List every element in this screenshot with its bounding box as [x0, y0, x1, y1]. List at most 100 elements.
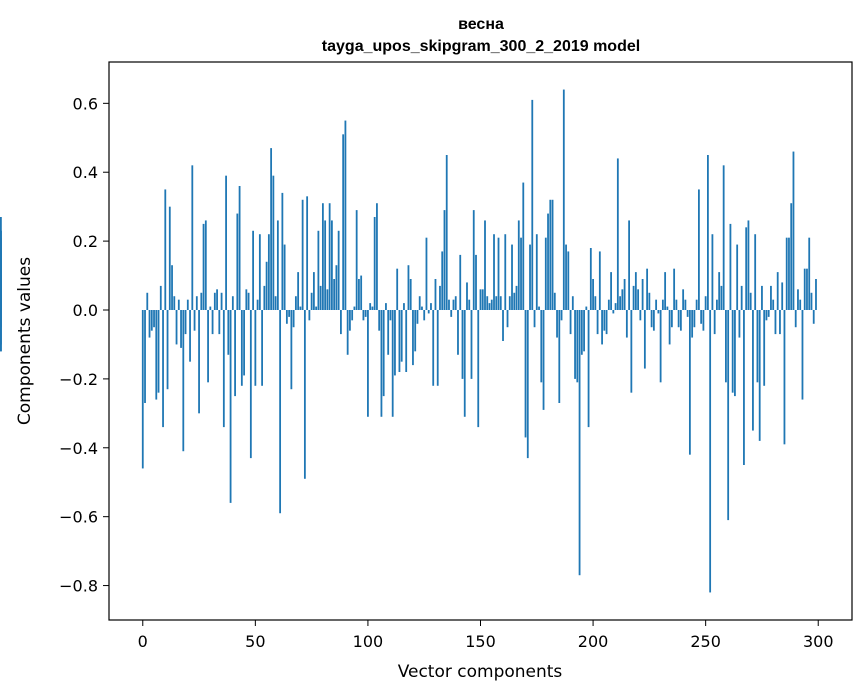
- bar: [450, 310, 453, 317]
- bar: [709, 310, 712, 593]
- bar: [716, 299, 718, 310]
- bar: [788, 237, 790, 310]
- bar: [240, 310, 243, 386]
- bar: [454, 296, 457, 310]
- bar: [558, 310, 561, 403]
- bar: [452, 299, 455, 310]
- bar: [754, 234, 757, 310]
- bar: [630, 310, 633, 393]
- bar: [0, 230, 2, 310]
- bar: [785, 237, 788, 310]
- bar: [150, 310, 153, 331]
- bar: [189, 310, 191, 362]
- bar: [279, 310, 282, 514]
- bar: [225, 175, 227, 310]
- bar: [148, 310, 151, 338]
- bar: [276, 220, 279, 310]
- bar: [283, 244, 286, 310]
- bar: [315, 306, 318, 310]
- bar: [698, 189, 700, 310]
- bar: [774, 310, 777, 335]
- y-tick-label: −0.8: [59, 577, 98, 596]
- bar: [666, 306, 669, 310]
- bar: [245, 289, 248, 310]
- bar: [637, 289, 640, 310]
- bar: [421, 306, 423, 310]
- bar: [810, 292, 813, 310]
- bar: [344, 120, 347, 310]
- bar: [470, 310, 473, 379]
- bar: [544, 237, 547, 310]
- bar: [173, 296, 176, 310]
- bar: [720, 285, 723, 310]
- bar: [815, 279, 817, 310]
- bar: [668, 310, 671, 345]
- bar: [204, 220, 207, 310]
- bar: [443, 210, 446, 310]
- bar: [436, 310, 439, 386]
- bar: [355, 210, 358, 310]
- bar: [610, 272, 612, 310]
- bar: [258, 234, 261, 310]
- bar: [0, 310, 2, 345]
- bar: [252, 230, 254, 310]
- bar: [574, 310, 576, 379]
- bar: [812, 310, 815, 324]
- bar: [416, 310, 419, 324]
- bar: [159, 285, 162, 310]
- bar: [679, 310, 682, 331]
- x-tick-label: 100: [353, 632, 384, 651]
- bar: [425, 237, 428, 310]
- bar: [740, 285, 743, 310]
- bar: [707, 155, 709, 310]
- bar: [265, 261, 268, 310]
- bar: [803, 268, 806, 310]
- bar: [587, 310, 590, 428]
- bar: [578, 310, 581, 576]
- bar: [758, 310, 761, 441]
- bar: [213, 292, 216, 310]
- bar: [589, 248, 592, 310]
- bar: [792, 151, 795, 310]
- bar: [414, 310, 417, 352]
- bar: [722, 165, 725, 310]
- bar: [565, 244, 567, 310]
- bar: [328, 203, 331, 310]
- bar: [432, 310, 435, 386]
- bar: [646, 268, 649, 310]
- bar: [776, 272, 779, 310]
- bar: [752, 310, 754, 431]
- bar: [664, 272, 667, 310]
- bar: [297, 272, 300, 310]
- bar: [376, 203, 378, 310]
- bars: [0, 89, 817, 593]
- bar: [643, 310, 646, 369]
- bar: [175, 310, 178, 345]
- bar: [502, 310, 504, 341]
- bar: [594, 296, 597, 310]
- x-tick-label: 150: [465, 632, 496, 651]
- bar: [198, 310, 200, 414]
- x-tick-label: 0: [138, 632, 148, 651]
- bar: [808, 237, 811, 310]
- bar: [157, 310, 160, 393]
- bar: [301, 199, 304, 310]
- bar: [513, 292, 516, 310]
- bar: [294, 296, 297, 310]
- bar: [533, 310, 536, 328]
- bar: [272, 175, 275, 310]
- y-tick-label: 0.0: [73, 301, 98, 320]
- bar: [369, 303, 372, 310]
- bar: [288, 310, 291, 317]
- bar: [351, 310, 354, 321]
- bar: [306, 196, 309, 310]
- bar: [405, 310, 408, 372]
- bar: [195, 296, 198, 310]
- bar: [349, 310, 351, 331]
- bar: [193, 310, 196, 331]
- bar: [538, 306, 540, 310]
- bar: [184, 310, 187, 335]
- bar: [770, 285, 772, 310]
- bar: [229, 310, 232, 503]
- bar: [396, 268, 399, 310]
